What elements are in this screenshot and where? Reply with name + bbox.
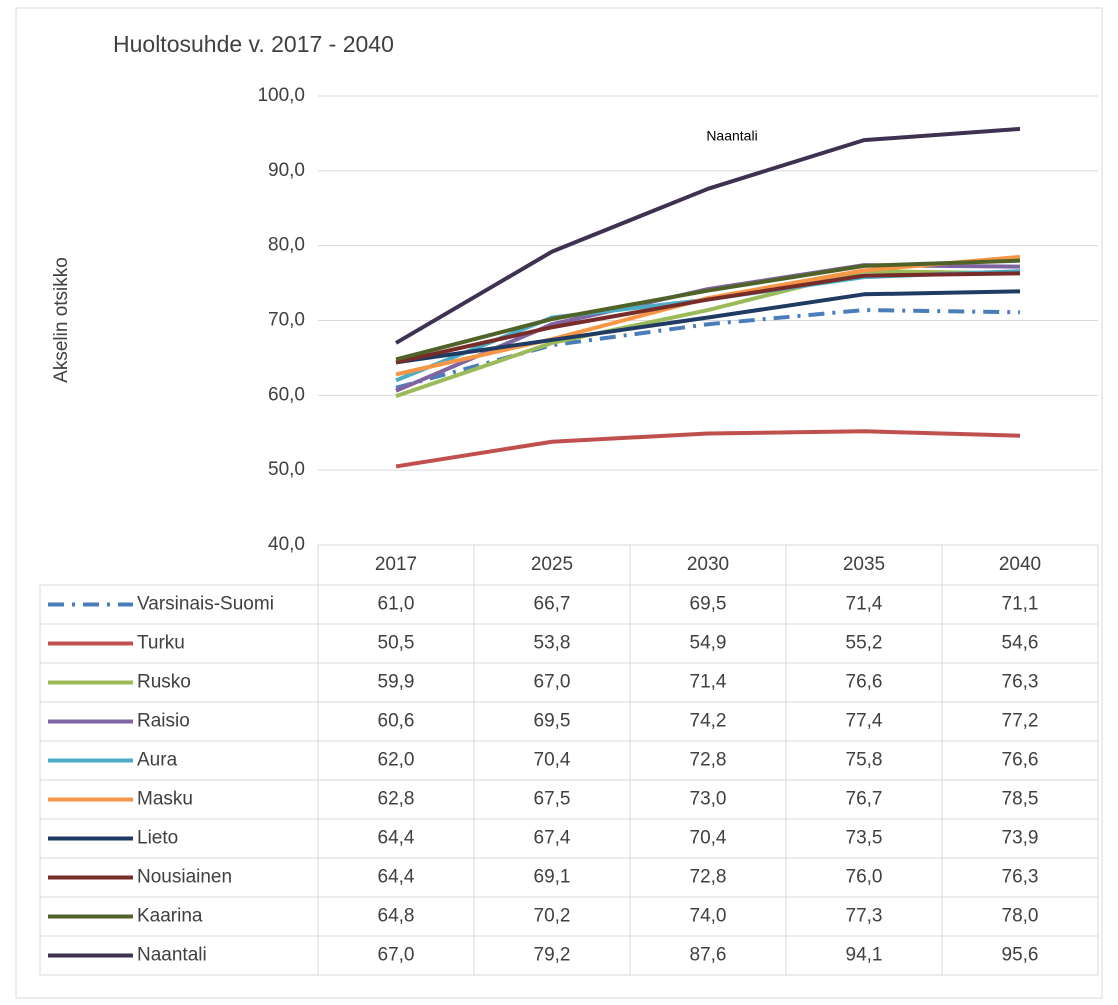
table-value: 76,6 — [1002, 750, 1039, 771]
legend-label: Raisio — [137, 711, 190, 732]
legend-label: Rusko — [137, 672, 191, 693]
table-value: 78,0 — [1002, 906, 1039, 927]
legend-label: Turku — [137, 633, 185, 654]
table-value: 74,2 — [690, 711, 727, 732]
table-value: 64,4 — [378, 867, 415, 888]
table-value: 95,6 — [1002, 945, 1039, 966]
y-tick-label: 90,0 — [268, 160, 305, 181]
table-value: 67,5 — [534, 789, 571, 810]
series-line — [395, 271, 1021, 365]
table-value: 72,8 — [690, 867, 727, 888]
table-value: 61,0 — [378, 594, 415, 615]
table-value: 72,8 — [690, 750, 727, 771]
table-value: 77,3 — [846, 906, 883, 927]
y-tick-label: 70,0 — [268, 310, 305, 331]
table-value: 87,6 — [690, 945, 727, 966]
table-value: 67,0 — [534, 672, 571, 693]
table-value: 55,2 — [846, 633, 883, 654]
table-value: 67,4 — [534, 828, 571, 849]
table-value: 75,8 — [846, 750, 883, 771]
table-value: 71,4 — [690, 672, 727, 693]
legend-label: Kaarina — [137, 906, 203, 927]
table-value: 62,0 — [378, 750, 415, 771]
x-tick-label: 2040 — [999, 554, 1041, 575]
table-value: 71,4 — [846, 594, 883, 615]
table-value: 53,8 — [534, 633, 571, 654]
table-value: 71,1 — [1002, 594, 1039, 615]
table-value: 79,2 — [534, 945, 571, 966]
series-line — [395, 429, 1021, 469]
x-tick-label: 2035 — [843, 554, 885, 575]
table-value: 70,4 — [534, 750, 571, 771]
y-tick-label: 60,0 — [268, 384, 305, 405]
annotation: Naantali — [706, 128, 757, 144]
table-value: 76,6 — [846, 672, 883, 693]
y-tick-label: 40,0 — [268, 534, 305, 555]
legend-label: Varsinais-Suomi — [137, 594, 274, 615]
table-value: 64,4 — [378, 828, 415, 849]
x-tick-label: 2030 — [687, 554, 729, 575]
table-value: 76,3 — [1002, 672, 1039, 693]
legend-label: Nousiainen — [137, 867, 232, 888]
table-value: 64,8 — [378, 906, 415, 927]
series-line — [395, 258, 1021, 362]
series-line — [394, 126, 1021, 345]
table-value: 60,6 — [378, 711, 415, 732]
y-tick-label: 100,0 — [257, 85, 305, 106]
table-value: 62,8 — [378, 789, 415, 810]
chart-frame — [15, 7, 1103, 999]
table-value: 70,4 — [690, 828, 727, 849]
table-value: 78,5 — [1002, 789, 1039, 810]
table-value: 66,7 — [534, 594, 571, 615]
table-value: 76,3 — [1002, 867, 1039, 888]
table-value: 76,0 — [846, 867, 883, 888]
legend-label: Lieto — [137, 828, 178, 849]
table-value: 76,7 — [846, 789, 883, 810]
series-line — [395, 289, 1021, 365]
table-value: 67,0 — [378, 945, 415, 966]
y-axis-label: Akselin otsikko — [51, 257, 72, 383]
series-line — [395, 269, 1021, 398]
table-value: 50,5 — [378, 633, 415, 654]
x-tick-label: 2017 — [375, 554, 417, 575]
table-value: 73,9 — [1002, 828, 1039, 849]
x-tick-label: 2025 — [531, 554, 573, 575]
table-value: 69,5 — [690, 594, 727, 615]
table-value: 73,5 — [846, 828, 883, 849]
legend-label: Aura — [137, 750, 178, 771]
table-value: 74,0 — [690, 906, 727, 927]
table-value: 69,1 — [534, 867, 571, 888]
table-value: 94,1 — [846, 945, 883, 966]
legend-label: Masku — [137, 789, 193, 810]
chart-title: Huoltosuhde v. 2017 - 2040 — [113, 31, 394, 57]
table-value: 70,2 — [534, 906, 571, 927]
table-value: 77,4 — [846, 711, 883, 732]
table-value: 59,9 — [378, 672, 415, 693]
table-value: 54,9 — [690, 633, 727, 654]
table-value: 73,0 — [690, 789, 727, 810]
table-value: 77,2 — [1002, 711, 1039, 732]
y-tick-label: 50,0 — [268, 459, 305, 480]
table-value: 54,6 — [1002, 633, 1039, 654]
y-tick-label: 80,0 — [268, 235, 305, 256]
table-value: 69,5 — [534, 711, 571, 732]
legend-label: Naantali — [137, 945, 207, 966]
